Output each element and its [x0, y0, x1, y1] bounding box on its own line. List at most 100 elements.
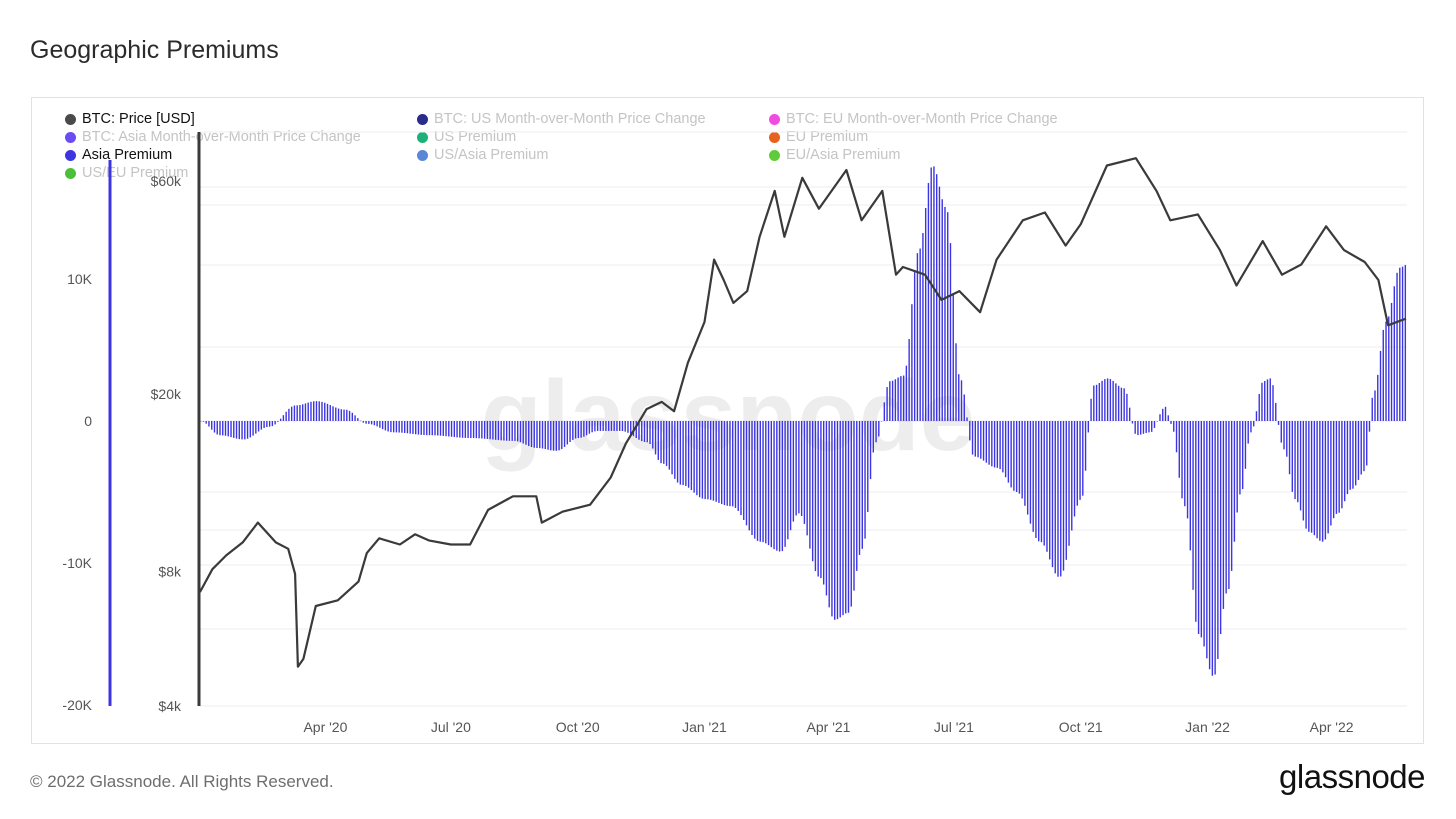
premium-bar: [963, 394, 965, 421]
premium-bar: [745, 421, 748, 526]
premium-bar: [442, 421, 444, 436]
premium-bar: [1357, 421, 1360, 480]
premium-bar: [1382, 329, 1384, 421]
premium-bar: [737, 421, 739, 511]
legend-item[interactable]: US Premium: [417, 129, 516, 145]
premium-bar: [390, 421, 392, 433]
premium-bar: [1368, 421, 1371, 432]
premium-bar: [517, 421, 519, 442]
premium-bar: [536, 421, 538, 448]
premium-bar: [1142, 421, 1145, 434]
premium-bar: [412, 421, 414, 434]
premium-bar: [839, 421, 841, 618]
premium-bar: [1084, 421, 1087, 471]
legend-dot: [65, 113, 76, 125]
premium-bar: [1101, 380, 1103, 421]
premium-bar: [872, 421, 875, 453]
legend-dot: [769, 149, 780, 161]
premium-bar: [467, 421, 469, 439]
legend-item[interactable]: BTC: EU Month-over-Month Price Change: [769, 111, 1058, 127]
premium-bar: [1208, 421, 1211, 670]
premium-bar: [1162, 408, 1164, 421]
premium-bar: [842, 421, 844, 616]
premium-bar: [1253, 421, 1255, 427]
legend-item[interactable]: Asia Premium: [65, 147, 172, 163]
premium-bar: [1327, 421, 1329, 534]
premium-bar: [541, 421, 544, 449]
premium-bar: [1261, 382, 1263, 421]
premium-bar: [1233, 421, 1236, 542]
premium-bar: [701, 421, 704, 499]
premium-bar: [1076, 421, 1078, 506]
legend-item[interactable]: BTC: Price [USD]: [65, 111, 195, 127]
premium-bar: [1203, 421, 1205, 647]
premium-bar: [563, 421, 566, 447]
legend-label: BTC: US Month-over-Month Price Change: [434, 111, 706, 127]
premium-bar: [337, 408, 340, 421]
premium-bar: [494, 421, 497, 440]
premium-bar: [211, 421, 213, 430]
premium-bar: [1153, 421, 1156, 428]
premium-bar: [376, 421, 378, 427]
premium-bar: [1349, 421, 1351, 490]
premium-bar: [726, 421, 728, 506]
premium-bar: [1385, 321, 1387, 421]
price-line: [199, 157, 1407, 668]
x-tick-label: Apr '20: [303, 719, 347, 735]
premium-bar: [497, 421, 500, 441]
premium-bar: [927, 182, 930, 421]
premium-bar: [550, 421, 552, 451]
premium-bar: [853, 421, 855, 591]
legend-item[interactable]: EU Premium: [769, 129, 868, 145]
premium-bar: [1264, 380, 1266, 421]
premium-bar: [1184, 421, 1186, 507]
premium-bar: [803, 421, 806, 524]
premium-bar: [503, 421, 505, 441]
premium-bar: [533, 421, 535, 448]
legend-item[interactable]: BTC: US Month-over-Month Price Change: [417, 111, 706, 127]
premium-bar: [1060, 421, 1062, 577]
premium-bar: [1302, 421, 1305, 521]
premium-bar: [514, 421, 516, 441]
premium-bar: [227, 421, 229, 437]
legend-dot: [769, 131, 780, 143]
premium-bar: [811, 421, 814, 562]
premium-bar: [809, 421, 811, 549]
premium-bar: [977, 421, 979, 458]
premium-bar: [1401, 266, 1404, 421]
premium-bar: [1095, 384, 1098, 421]
legend-item[interactable]: US/Asia Premium: [417, 147, 548, 163]
premium-bar: [690, 421, 693, 491]
legend-item[interactable]: BTC: Asia Month-over-Month Price Change: [65, 129, 361, 145]
premium-bar: [897, 377, 899, 421]
premium-bar: [715, 421, 717, 502]
premium-bar: [368, 421, 370, 424]
premium-bar: [916, 253, 919, 421]
premium-bar: [1283, 421, 1285, 450]
premium-bar: [616, 421, 618, 431]
premium-bar: [969, 421, 971, 441]
premium-bar: [712, 421, 715, 501]
premium-bar: [519, 421, 522, 443]
premium-bar: [384, 421, 387, 431]
legend-label: US Premium: [434, 129, 517, 145]
premium-bar: [340, 409, 342, 421]
y-right-tick-label: $60k: [151, 173, 182, 189]
premium-bar: [1051, 421, 1054, 568]
legend-label: BTC: EU Month-over-Month Price Change: [786, 111, 1058, 127]
premium-bar: [395, 421, 398, 433]
premium-bar: [1219, 421, 1222, 634]
glassnode-logo: glassnode: [1279, 758, 1425, 795]
premium-bar: [1269, 378, 1271, 421]
legend-dot: [65, 131, 76, 143]
premium-bar: [558, 421, 560, 451]
premium-bar: [1305, 421, 1307, 529]
premium-bar: [831, 421, 833, 617]
premium-bar: [315, 401, 318, 421]
legend-item[interactable]: EU/Asia Premium: [769, 147, 900, 163]
premium-bar: [1175, 421, 1178, 453]
premium-bar: [1335, 421, 1338, 514]
premium-bar: [1396, 272, 1398, 421]
premium-bar: [324, 402, 326, 421]
